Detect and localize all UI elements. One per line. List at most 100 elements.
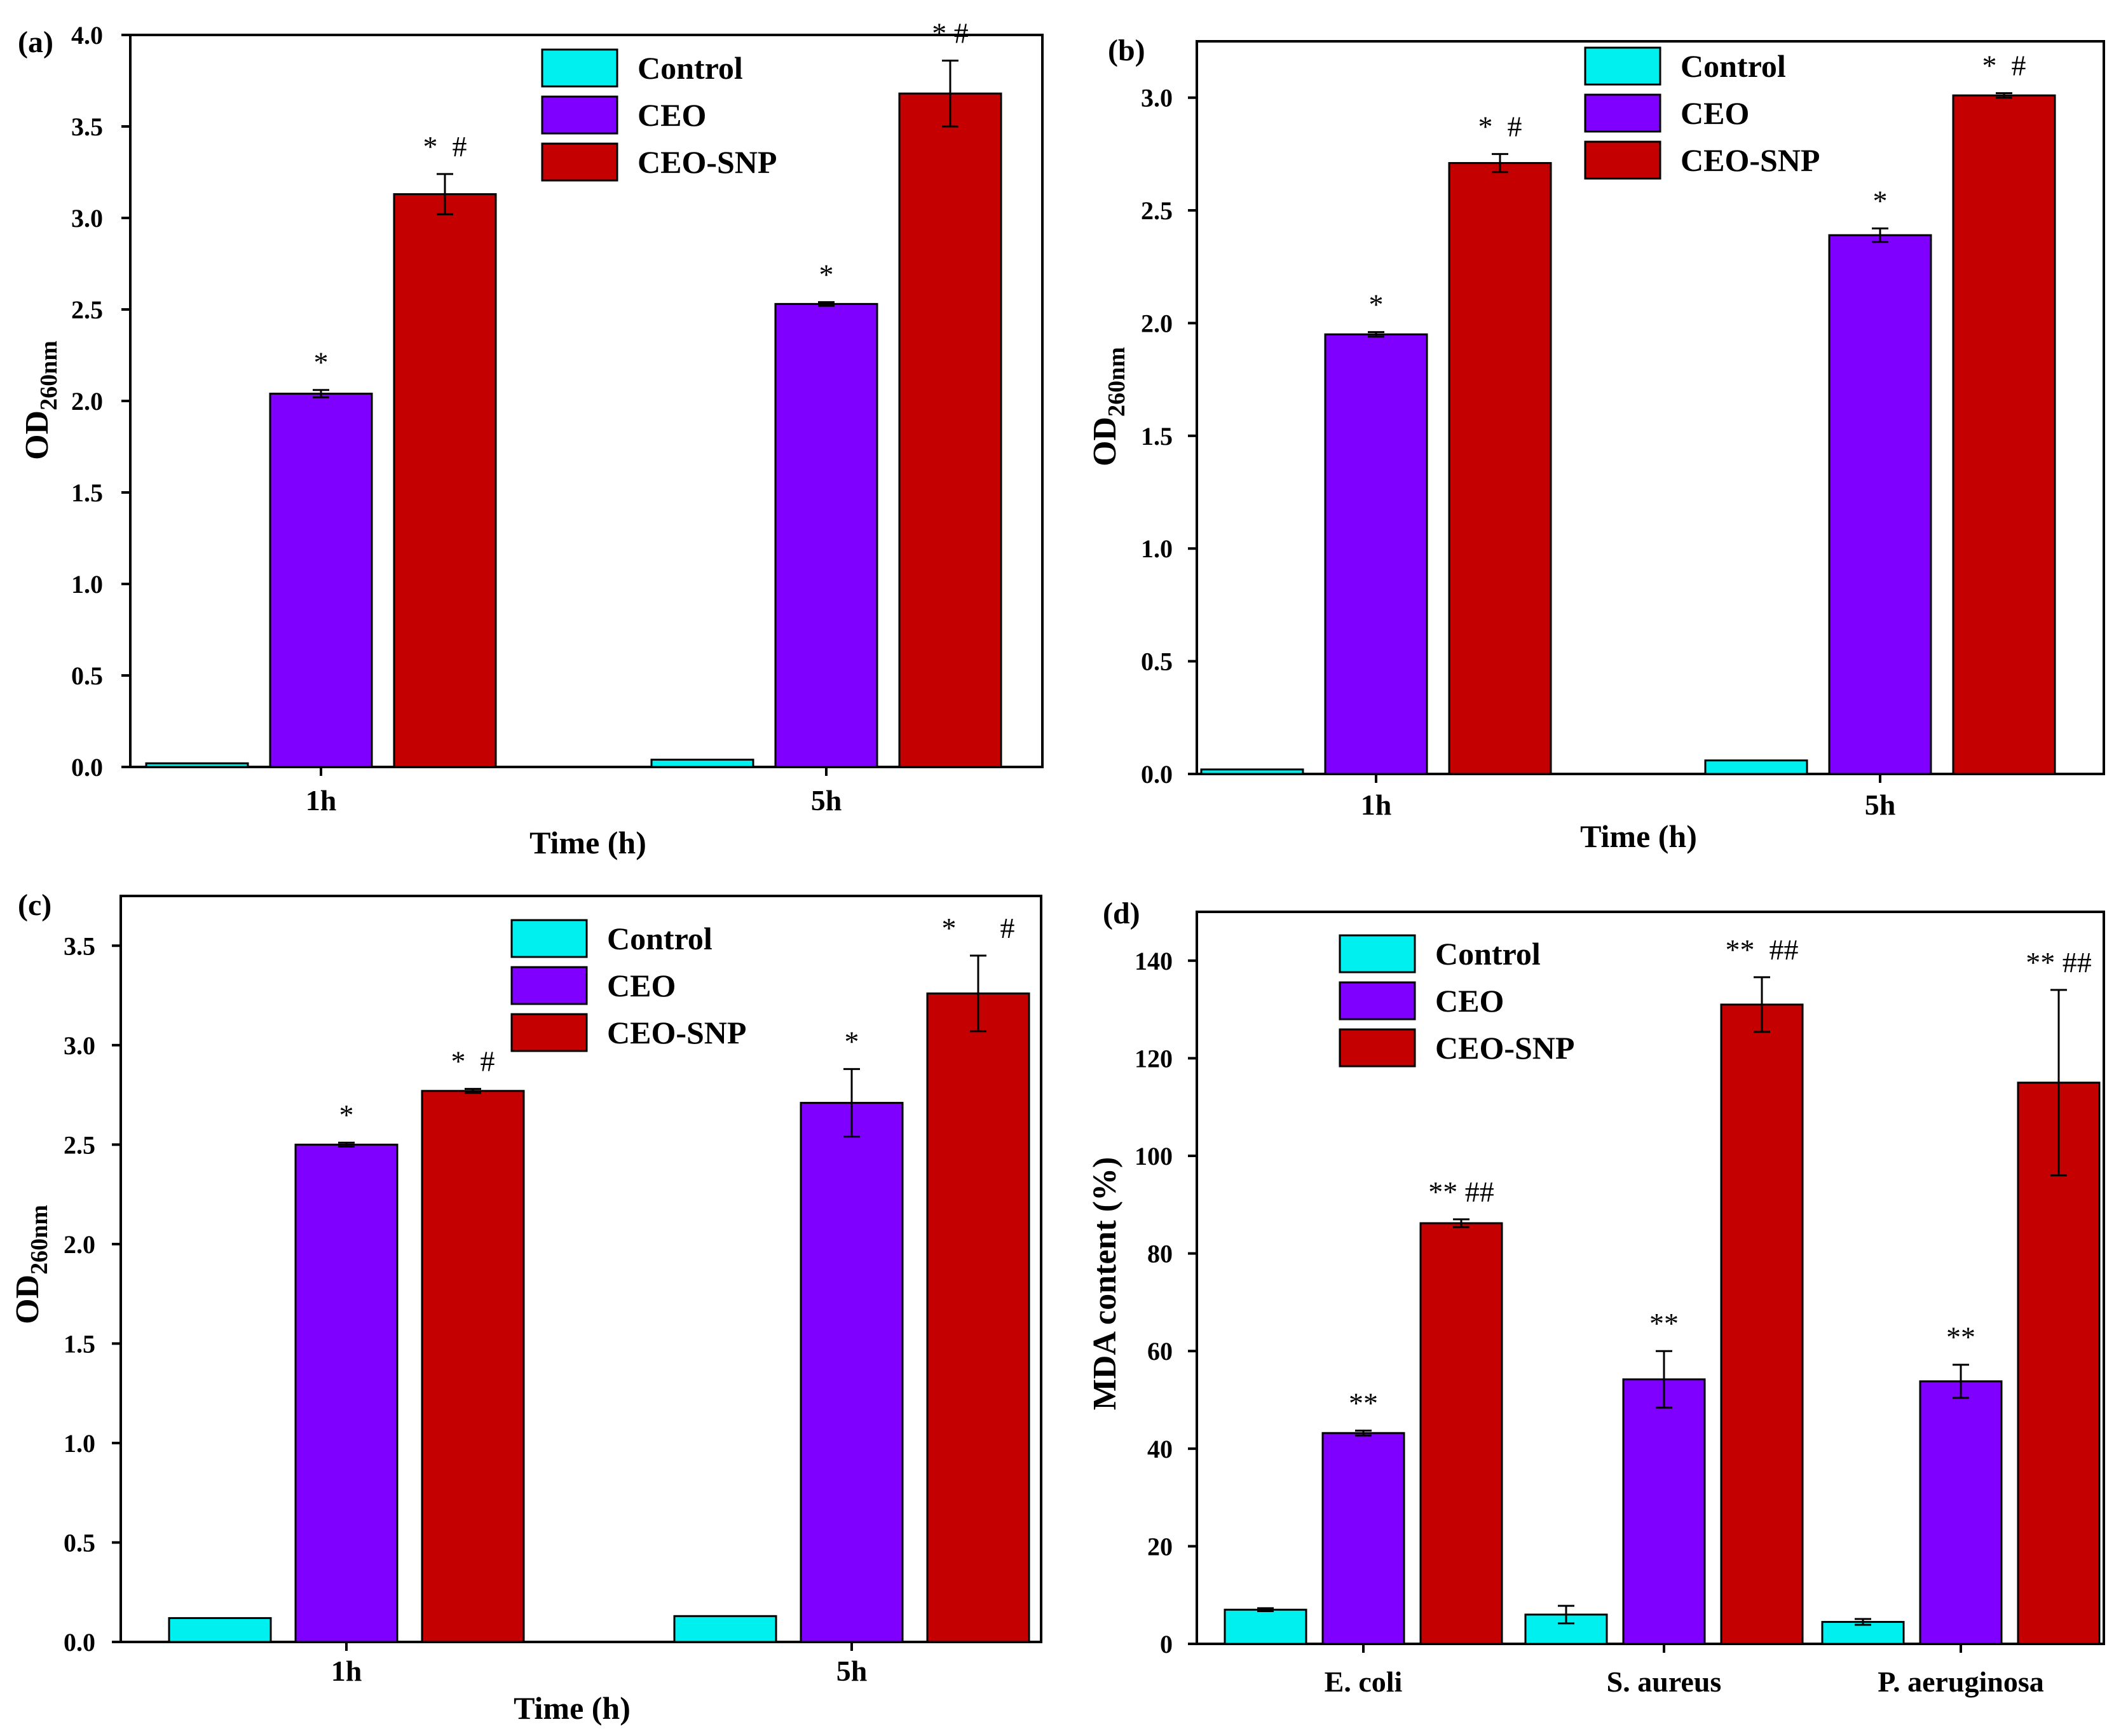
y-axis-title-main: MDA content (%): [1087, 1157, 1123, 1411]
legend-swatch-ceo-snp: [1584, 140, 1661, 180]
y-tick-label: 0.0: [64, 1628, 95, 1657]
y-tick-label: 40: [1147, 1435, 1173, 1463]
bar-ceo-snp: [1448, 162, 1552, 775]
y-tick-label: 2.0: [64, 1230, 95, 1259]
y-tick-label: 0.5: [64, 1528, 95, 1557]
panel-c-chart: 0.0 0.5 1.0 1.5 2.0 2.5 3.0 3.5 * * * # * # 1h 5h Time…: [10, 888, 1042, 1726]
y-tick-label: 4.0: [71, 21, 103, 50]
panel-c-label: (c): [18, 888, 51, 922]
significance-label: **: [1349, 1387, 1378, 1419]
y-tick-label: 1.5: [71, 478, 103, 507]
y-axis-title: MDA content (%): [1087, 1157, 1123, 1411]
y-tick-label: 1.0: [64, 1429, 95, 1458]
legend-label-ceo: CEO: [638, 97, 706, 133]
bar-control: [1704, 759, 1808, 775]
x-axis-title: Time (h): [1580, 818, 1697, 854]
legend-label-control: Control: [1681, 48, 1786, 84]
y-tick-label: 1.0: [1141, 534, 1173, 563]
legend-swatch-control: [541, 48, 618, 88]
bar-ceo-snp: [898, 92, 1002, 768]
legend-swatch-ceo: [541, 95, 618, 135]
bar-control: [650, 758, 754, 768]
legend-swatch-ceo-snp: [541, 142, 618, 182]
legend-label-ceo: CEO: [1435, 983, 1504, 1019]
significance-label: *: [819, 258, 834, 290]
bar-control: [1200, 768, 1304, 775]
legend-swatch-control: [510, 919, 588, 958]
legend-label-control: Control: [1435, 936, 1541, 972]
bar-ceo-snp: [1419, 1222, 1503, 1645]
y-tick-label: 3.5: [71, 112, 103, 141]
x-category-label: P. aeruginosa: [1878, 1665, 2044, 1698]
panel-c-plot-frame: [119, 895, 1042, 1643]
y-tick-label: 80: [1147, 1240, 1173, 1268]
x-category-label: 1h: [306, 784, 337, 817]
legend-swatch-ceo: [1584, 93, 1661, 133]
bar-ceo: [1828, 234, 1932, 775]
y-axis-title-subscript: 260nm: [36, 341, 62, 410]
significance-label: ** ##: [1428, 1176, 1494, 1208]
bar-control: [168, 1617, 272, 1643]
x-category-label: 5h: [1865, 789, 1896, 821]
bar-ceo: [800, 1102, 904, 1643]
y-tick-label: 100: [1135, 1142, 1173, 1170]
y-tick-label: 1.0: [71, 570, 103, 599]
x-category-label: 1h: [1361, 789, 1392, 821]
significance-label: ** ##: [1726, 933, 1799, 966]
x-category-label: 1h: [331, 1655, 362, 1687]
x-category-label: E. coli: [1325, 1665, 1403, 1698]
legend-swatch-ceo: [1339, 981, 1416, 1021]
panel-b-plot-frame: [1196, 40, 2105, 775]
y-tick-label: 140: [1135, 947, 1173, 975]
y-tick-label: 120: [1135, 1044, 1173, 1073]
y-axis-title-main: OD: [10, 1275, 46, 1324]
x-category-label: S. aureus: [1607, 1665, 1722, 1698]
panel-d-chart: 0 20 40 60 80 100 120 140 ** ** ** ** ## ** ## ** ## E…: [1087, 897, 2105, 1698]
significance-label: * #: [451, 1045, 495, 1078]
bar-ceo-snp: [393, 193, 497, 768]
panel-d-label: (d): [1103, 897, 1140, 930]
bar-ceo: [269, 392, 373, 768]
bar-control: [1224, 1608, 1307, 1645]
significance-label: ** ##: [2026, 946, 2092, 979]
bar-control: [673, 1615, 777, 1643]
legend-swatch-ceo: [510, 966, 588, 1005]
y-tick-label: 3.0: [64, 1031, 95, 1060]
y-tick-label: 2.0: [71, 387, 103, 416]
significance-label: *: [845, 1025, 859, 1057]
y-axis-title-subscript: 260nm: [26, 1205, 53, 1275]
y-axis-title: OD260nm: [1087, 347, 1130, 466]
y-tick-label: 2.0: [1141, 309, 1173, 337]
y-tick-label: 20: [1147, 1532, 1173, 1561]
y-tick-label: 1.5: [1141, 422, 1173, 451]
legend-label-ceo-snp: CEO-SNP: [1681, 142, 1820, 178]
y-tick-label: 2.5: [1141, 196, 1173, 225]
legend-label-ceo-snp: CEO-SNP: [638, 144, 777, 180]
x-category-label: 5h: [836, 1655, 868, 1687]
significance-label: * #: [942, 912, 1015, 944]
significance-label: *: [339, 1099, 354, 1131]
significance-label: * #: [1478, 110, 1522, 142]
panel-b-label: (b): [1108, 34, 1145, 67]
legend-label-control: Control: [607, 921, 713, 956]
legend-label-control: Control: [638, 50, 743, 86]
y-tick-label: 2.5: [71, 295, 103, 324]
legend-label-ceo-snp: CEO-SNP: [1435, 1030, 1574, 1066]
bar-ceo: [1919, 1380, 2003, 1645]
bar-ceo: [774, 302, 878, 768]
significance-label: **: [1649, 1307, 1679, 1339]
y-tick-label: 1.5: [64, 1329, 95, 1358]
legend-label-ceo-snp: CEO-SNP: [607, 1015, 746, 1050]
bar-ceo-snp: [1720, 1003, 1804, 1645]
y-tick-label: 0: [1160, 1630, 1173, 1658]
significance-label: * #: [932, 17, 969, 49]
significance-label: **: [1946, 1321, 1975, 1353]
significance-label: *: [1873, 184, 1888, 217]
y-axis-title: OD260nm: [19, 341, 62, 460]
y-tick-label: 0.0: [1141, 760, 1173, 789]
bar-ceo-snp: [926, 992, 1030, 1643]
legend-label-ceo: CEO: [607, 968, 676, 1003]
bar-control: [1821, 1620, 1905, 1645]
legend-swatch-ceo-snp: [1339, 1028, 1416, 1068]
